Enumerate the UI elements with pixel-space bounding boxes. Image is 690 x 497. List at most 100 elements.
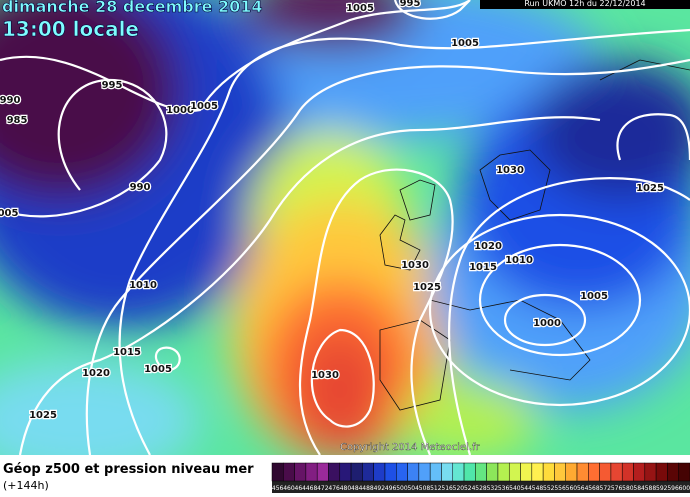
isobar-label: 1000 [533, 318, 561, 329]
scale-label: 588 [645, 485, 657, 492]
scale-swatch [621, 462, 634, 482]
scale-swatch [362, 462, 374, 482]
scale-label: 520 [453, 485, 465, 492]
scale-swatch [554, 462, 566, 482]
scale-swatch [407, 462, 420, 482]
scale-swatch [633, 462, 646, 482]
scale-swatch [599, 462, 612, 482]
isobar-label: 1005 [451, 38, 479, 49]
scale-label: 456 [272, 485, 284, 492]
isobar-label: 1005 [580, 291, 608, 302]
scale-swatch [429, 462, 442, 482]
scale-swatch [328, 462, 341, 482]
scale-label: 492 [374, 485, 386, 492]
scale-swatch [441, 462, 454, 482]
scale-label: 576 [611, 485, 623, 492]
isobar-label: 1010 [129, 280, 157, 291]
scale-label: 476 [328, 485, 340, 492]
scale-swatch [576, 462, 589, 482]
scale-swatch [452, 462, 465, 482]
scale-label: 572 [600, 485, 612, 492]
scale-swatch [475, 462, 487, 482]
scale-swatch [339, 462, 352, 482]
isobar-label: 1020 [474, 241, 502, 252]
scale-label: 472 [317, 485, 329, 492]
isobar-label: 990 [0, 95, 20, 106]
scale-swatch [463, 462, 476, 482]
scale-label: 556 [554, 485, 566, 492]
scale-label: 580 [622, 485, 634, 492]
footer-lead: (+144h) [3, 479, 49, 492]
isobar-label: 990 [130, 182, 151, 193]
scale-swatch [396, 462, 408, 482]
scale-label: 512 [430, 485, 442, 492]
isobar-label: 995 [400, 0, 421, 9]
scale-label: 552 [543, 485, 555, 492]
isobar-label: 005 [0, 208, 18, 219]
scale-swatch [531, 462, 544, 482]
isobar-label: 1030 [401, 260, 429, 271]
scale-label: 600 [679, 485, 690, 492]
map-time: 13:00 locale [2, 17, 139, 41]
scale-swatch [316, 462, 329, 482]
scale-label-band [272, 481, 690, 493]
scale-label: 532 [487, 485, 499, 492]
scale-label: 540 [509, 485, 521, 492]
scale-label: 504 [407, 485, 419, 492]
scale-swatch [588, 462, 600, 482]
scale-swatch [283, 462, 295, 482]
scale-label: 468 [306, 485, 318, 492]
isobar-label: 1005 [144, 364, 172, 375]
isobar-label: 1000 [166, 105, 194, 116]
isobar-label: 1025 [413, 282, 441, 293]
scale-swatch [667, 462, 679, 482]
scale-label: 568 [588, 485, 600, 492]
scale-swatch [305, 462, 318, 482]
scale-swatch [644, 462, 657, 482]
scale-swatch [542, 462, 555, 482]
scale-label: 592 [656, 485, 668, 492]
scale-swatch [610, 462, 623, 482]
scale-label: 584 [633, 485, 645, 492]
color-scale: 456 460 464 468 472 476 480 484 488 492 496 500 504 5… [271, 462, 690, 493]
scale-swatch [384, 462, 397, 482]
scale-swatch [678, 462, 690, 482]
isobar-label: 1010 [505, 255, 533, 266]
isobar-label: 1005 [190, 101, 218, 112]
scale-label: 544 [520, 485, 532, 492]
scale-label: 500 [396, 485, 408, 492]
scale-label: 536 [498, 485, 510, 492]
map-date: dimanche 28 decembre 2014 [2, 0, 263, 16]
scale-swatch [418, 462, 431, 482]
isobar-label: 1005 [346, 3, 374, 14]
scale-label: 548 [532, 485, 544, 492]
scale-swatch [373, 462, 386, 482]
scale-label: 488 [362, 485, 374, 492]
scale-swatch [294, 462, 307, 482]
isobar-label: 1030 [311, 370, 339, 381]
map-field [0, 0, 690, 455]
run-box [480, 0, 690, 9]
scale-label: 560 [566, 485, 578, 492]
scale-swatch [350, 462, 363, 482]
isobar-label: 1025 [29, 410, 57, 421]
scale-swatch [486, 462, 499, 482]
scale-label: 464 [295, 485, 307, 492]
scale-swatch [508, 462, 521, 482]
scale-label: 516 [441, 485, 453, 492]
scale-swatch [565, 462, 578, 482]
scale-label: 596 [667, 485, 679, 492]
scale-label: 564 [577, 485, 589, 492]
copyright: Copyright 2014 Meteociel.fr [340, 442, 481, 453]
scale-label: 524 [464, 485, 476, 492]
isobar-labels: 1005 995100599599098510001005990005101010… [0, 0, 665, 422]
isobar-label: 985 [7, 115, 28, 126]
scale-label: 460 [283, 485, 295, 492]
scale-swatch [655, 462, 668, 482]
scale-label: 496 [385, 485, 397, 492]
scale-label: 508 [419, 485, 431, 492]
footer-title: Géop z500 et pression niveau mer [3, 462, 254, 477]
isobar-label: 1015 [113, 347, 141, 358]
run-info: Run UKMO 12h du 22/12/2014 [524, 0, 645, 8]
